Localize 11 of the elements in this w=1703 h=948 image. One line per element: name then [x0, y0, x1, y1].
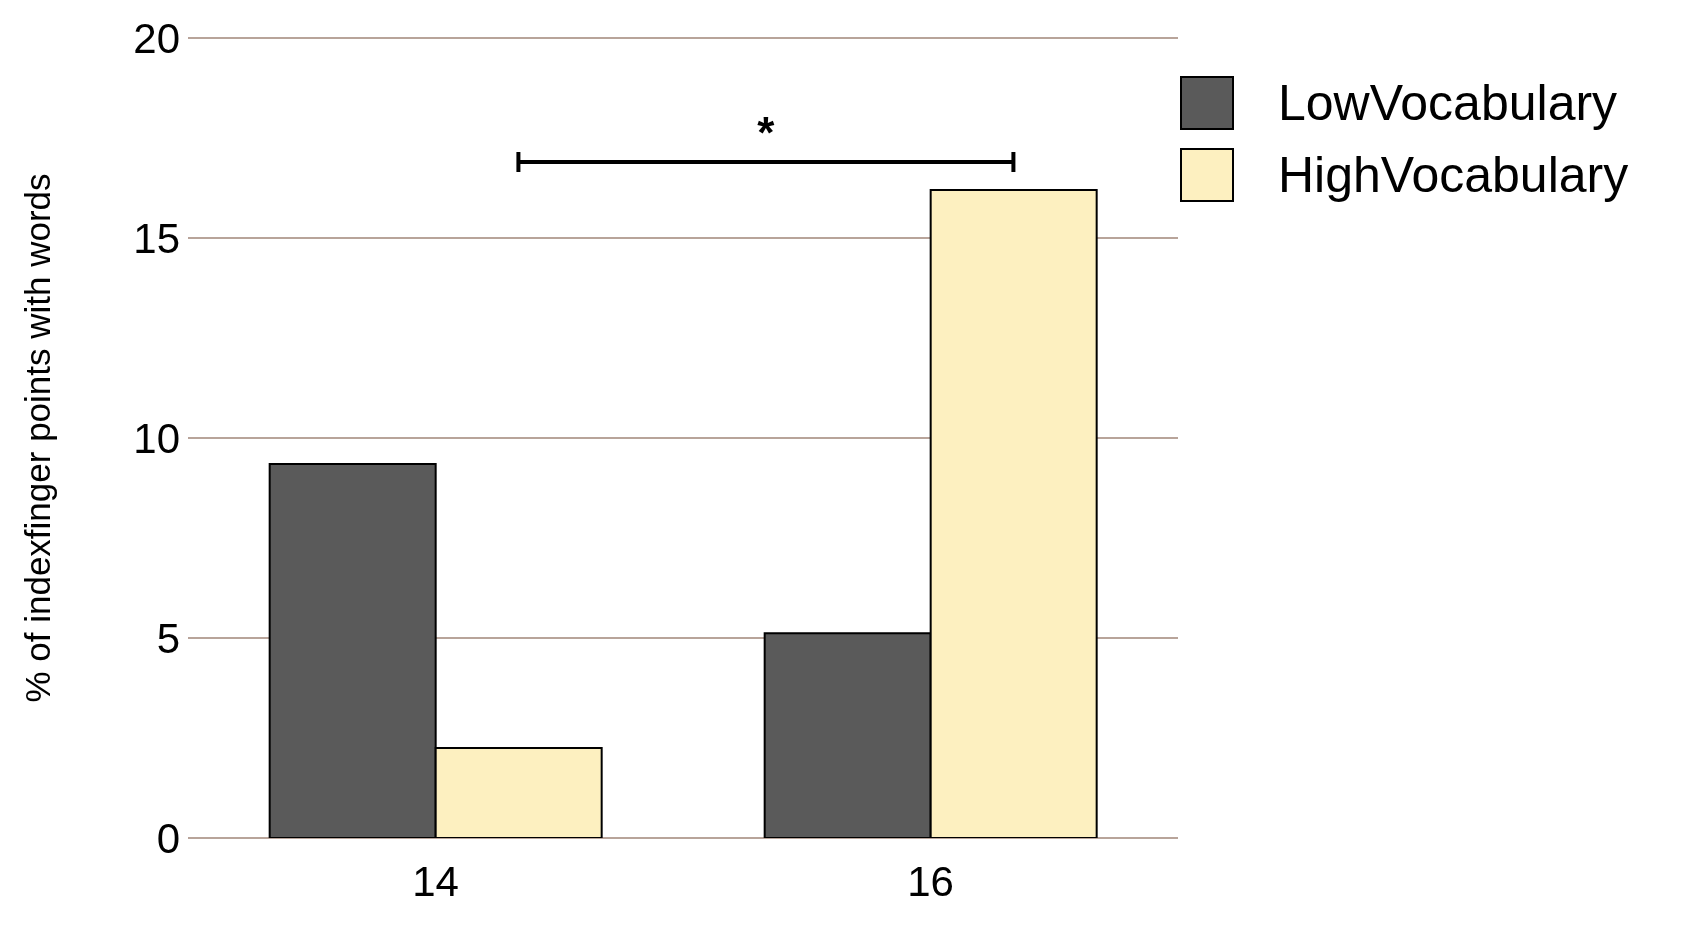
y-axis-title: % of indexfinger points with words [18, 173, 58, 703]
annotation: * [757, 108, 776, 157]
y-tick-label: 10 [133, 414, 180, 462]
x-tick-label: 14 [412, 857, 459, 905]
legend-label: LowVocabulary [1278, 74, 1618, 132]
legend-label: HighVocabulary [1278, 146, 1629, 204]
y-tick-label: 0 [156, 814, 180, 862]
y-tick-label: 15 [133, 214, 180, 262]
y-tick-label: 5 [156, 614, 180, 662]
y-tick-label: 20 [133, 14, 180, 62]
x-tick-label: 16 [907, 857, 954, 905]
